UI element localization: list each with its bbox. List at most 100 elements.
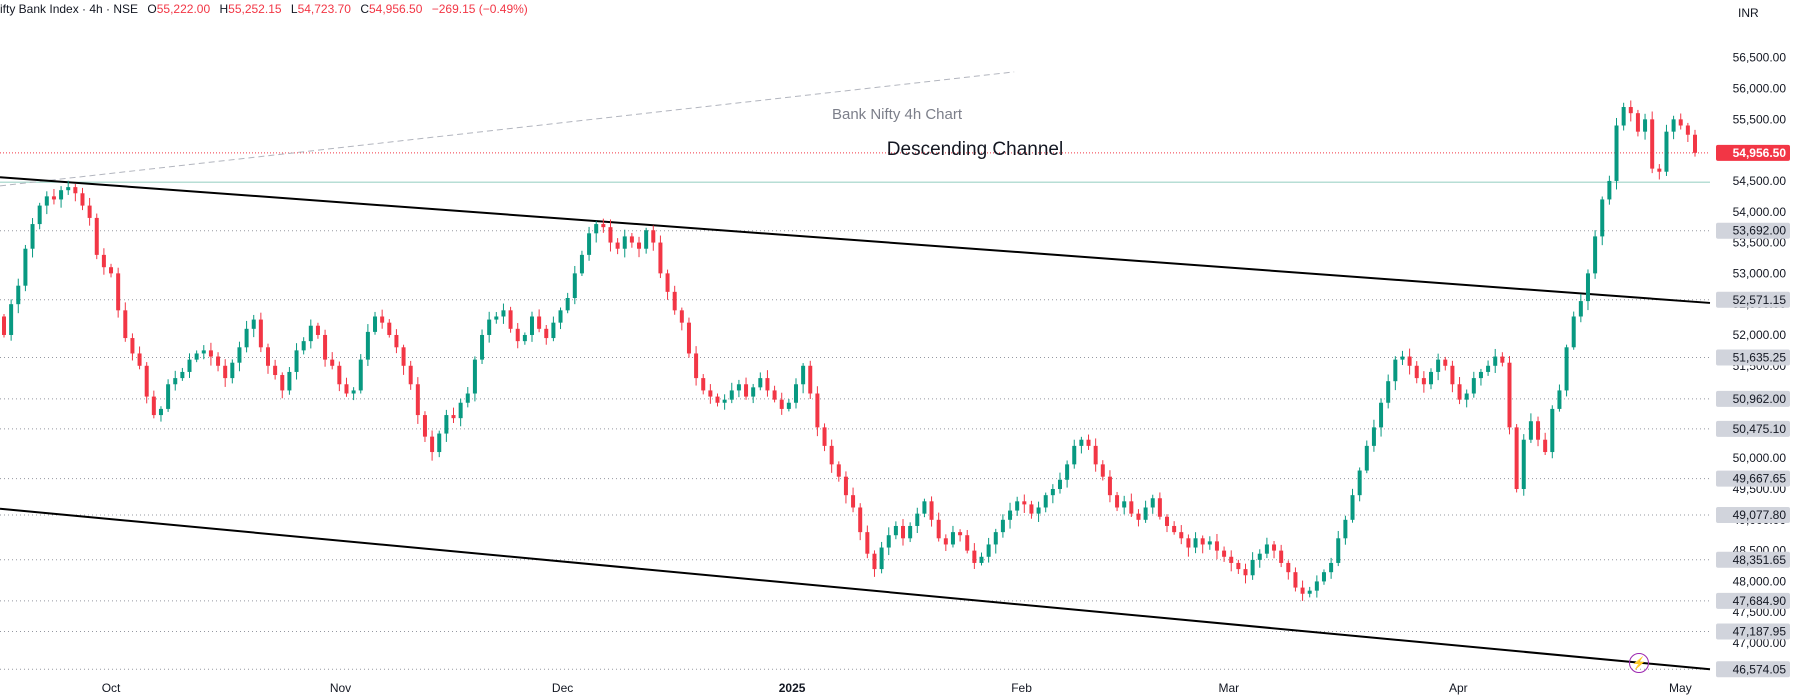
time-tick-label: May — [1669, 681, 1692, 695]
candle-body — [1107, 476, 1112, 496]
low-value: 54,723.70 — [297, 2, 351, 16]
candle-body — [137, 353, 142, 366]
candle-body — [908, 525, 913, 539]
candle-body — [644, 230, 649, 249]
candle-body — [1321, 572, 1326, 582]
candle-body — [729, 390, 734, 400]
candle-body — [101, 254, 106, 268]
candle-body — [829, 445, 834, 465]
level-badge — [1716, 390, 1790, 407]
change-value: −269.15 (−0.49%) — [431, 2, 528, 16]
level-badge-label: 51,635.25 — [1733, 350, 1787, 364]
channel-lower-line — [0, 507, 1711, 671]
candle-body — [1307, 590, 1312, 594]
candle-body — [1079, 439, 1084, 446]
level-badge-label: 48,351.65 — [1733, 553, 1787, 567]
candle-body — [23, 248, 28, 286]
open-label: O — [147, 2, 157, 16]
candle-body — [1521, 439, 1526, 490]
candle-body — [508, 310, 513, 329]
level-badge-label: 50,475.10 — [1733, 422, 1787, 436]
time-axis[interactable]: Oct Nov Dec 2025 Feb Mar Apr May — [102, 681, 1692, 695]
candle-body — [1593, 236, 1598, 274]
candle-body — [194, 353, 199, 360]
candle-body — [323, 334, 328, 360]
candle-body — [808, 365, 813, 394]
candle-body — [843, 476, 848, 496]
symbol-title: ifty Bank Index · 4h · NSE — [0, 2, 139, 16]
candle-body — [572, 273, 577, 299]
candle-body — [993, 532, 998, 545]
candle-body — [280, 375, 285, 391]
candle-body — [1172, 525, 1177, 533]
currency-label[interactable]: INR — [1738, 6, 1759, 20]
candle-body — [501, 310, 506, 317]
candle-body — [151, 396, 156, 416]
level-badge-label: 46,574.05 — [1733, 662, 1787, 676]
current-price-label: 54,956.50 — [1733, 146, 1787, 160]
candle-body — [722, 399, 727, 403]
price-tick-label: 48,000.00 — [1733, 574, 1787, 588]
current-price-badge[interactable] — [1716, 144, 1790, 161]
level-badge-label: 53,692.00 — [1733, 224, 1787, 238]
lightning-icon[interactable]: ⚡ — [1629, 653, 1649, 673]
candle-body — [230, 362, 235, 379]
candle-body — [701, 378, 706, 391]
candle-body — [265, 347, 270, 366]
candle-body — [736, 384, 741, 391]
candle-body — [1493, 356, 1498, 366]
candle-body — [180, 371, 185, 379]
candle-body — [1100, 464, 1105, 477]
time-tick-label: 2025 — [779, 681, 806, 695]
candle-body — [1186, 538, 1191, 548]
candle-body — [1657, 168, 1662, 172]
candle-body — [1607, 180, 1612, 200]
horizontal-levels — [0, 152, 1710, 670]
level-badge — [1716, 470, 1790, 487]
candle-body — [1008, 510, 1013, 520]
price-tick-label: 54,000.00 — [1733, 205, 1787, 219]
candle-body — [979, 556, 984, 563]
candle-body — [1293, 572, 1298, 588]
candle-body — [1578, 301, 1583, 317]
candle-body — [744, 384, 749, 397]
candle-body — [886, 535, 891, 548]
candle-body — [950, 532, 955, 545]
candle-body — [1036, 507, 1041, 514]
candle-body — [779, 399, 784, 409]
candle-body — [1635, 113, 1640, 132]
price-axis[interactable]: 56,500.0056,000.0055,500.0055,000.0054,5… — [1716, 51, 1790, 678]
candle-body — [1564, 347, 1569, 391]
level-badge-label: 49,077.80 — [1733, 508, 1787, 522]
candle-body — [622, 236, 627, 249]
time-tick-label: Feb — [1011, 681, 1032, 695]
candle-body — [658, 242, 663, 274]
chart-drawings — [0, 71, 1711, 671]
candle-body — [537, 316, 542, 329]
candle-body — [1650, 119, 1655, 169]
candle-body — [872, 553, 877, 570]
level-badge — [1716, 291, 1790, 308]
candle-body — [37, 205, 42, 225]
candle-body — [1136, 513, 1141, 520]
candle-body — [451, 415, 456, 419]
trend-ray-line — [0, 71, 1015, 187]
candle-body — [1029, 504, 1034, 514]
candle-body — [1143, 507, 1148, 520]
candle-body — [358, 359, 363, 391]
candle-body — [1379, 402, 1384, 428]
candle-body — [59, 190, 64, 200]
candle-body — [30, 224, 35, 249]
candle-body — [1157, 498, 1162, 517]
candle-body — [565, 298, 570, 311]
candle-body — [793, 384, 798, 403]
candle-body — [116, 273, 121, 311]
candle-body — [1214, 541, 1219, 551]
candle-body — [1421, 378, 1426, 385]
candle-body — [251, 319, 256, 329]
candle-body — [594, 224, 599, 234]
candle-body — [480, 334, 485, 360]
candle-body — [1329, 562, 1334, 573]
candle-body — [1643, 119, 1648, 132]
